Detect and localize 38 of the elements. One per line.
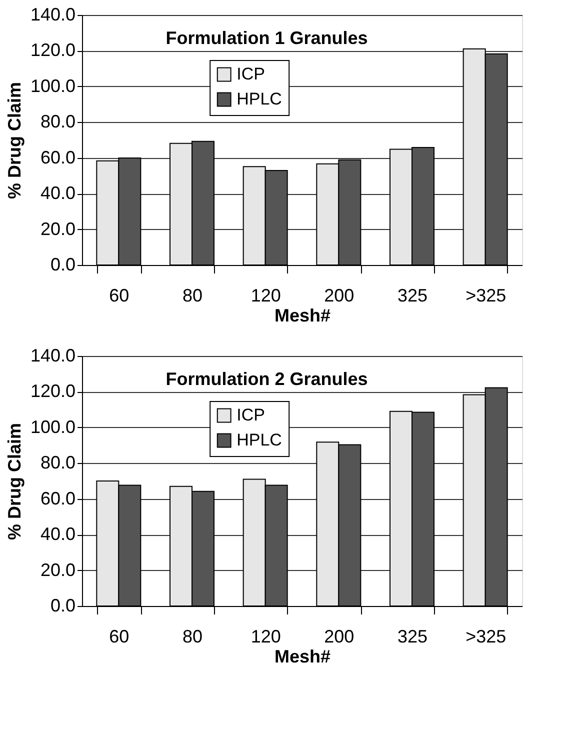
y-axis-title: % Drug Claim bbox=[4, 82, 24, 200]
y-tick-label: 100.0 bbox=[30, 416, 76, 437]
y-tick-label: 60.0 bbox=[40, 488, 76, 508]
y-tick-label: 80.0 bbox=[40, 452, 76, 473]
text: Formulation 2 Granules bbox=[166, 369, 368, 389]
legend-label: HPLC bbox=[236, 90, 282, 108]
x-tick-label: 60 bbox=[109, 626, 130, 646]
legend-label: ICP bbox=[236, 406, 265, 424]
y-tick-label: 140.0 bbox=[30, 4, 76, 24]
x-tick-label: 80 bbox=[182, 286, 203, 306]
x-tick-label: 200 bbox=[324, 626, 354, 646]
y-tick-label: 40.0 bbox=[40, 524, 76, 544]
y-tick-label: 60.0 bbox=[40, 147, 76, 168]
x-tick-label: >325 bbox=[466, 626, 506, 646]
legend-label: HPLC bbox=[236, 430, 282, 450]
y-tick-label: 40.0 bbox=[40, 183, 76, 204]
x-tick-label: 120 bbox=[250, 286, 281, 306]
x-tick-label: 120 bbox=[250, 626, 281, 646]
y-tick-label: 0.0 bbox=[50, 254, 76, 274]
y-tick-label: 120.0 bbox=[30, 40, 76, 60]
x-tick-label: 200 bbox=[324, 286, 354, 306]
x-axis-title: Mesh# bbox=[274, 306, 331, 326]
y-tick-label: 20.0 bbox=[40, 218, 76, 239]
legend-label: ICP bbox=[236, 64, 265, 84]
x-tick-label: 325 bbox=[397, 286, 428, 306]
y-axis-title: % Drug Claim bbox=[4, 422, 24, 540]
y-tick-label: 20.0 bbox=[40, 560, 76, 580]
x-axis-title: Mesh# bbox=[274, 646, 331, 666]
x-tick-label: 60 bbox=[109, 286, 130, 306]
text: Formulation 1 Granules bbox=[166, 28, 368, 48]
y-tick-label: 80.0 bbox=[40, 112, 76, 132]
x-tick-label: 325 bbox=[397, 626, 428, 646]
x-tick-label: 80 bbox=[182, 626, 203, 646]
y-tick-label: 100.0 bbox=[30, 76, 76, 96]
y-tick-label: 0.0 bbox=[50, 596, 76, 616]
y-tick-label: 140.0 bbox=[30, 346, 76, 366]
x-tick-label: >325 bbox=[466, 286, 506, 306]
y-tick-label: 120.0 bbox=[30, 381, 76, 402]
